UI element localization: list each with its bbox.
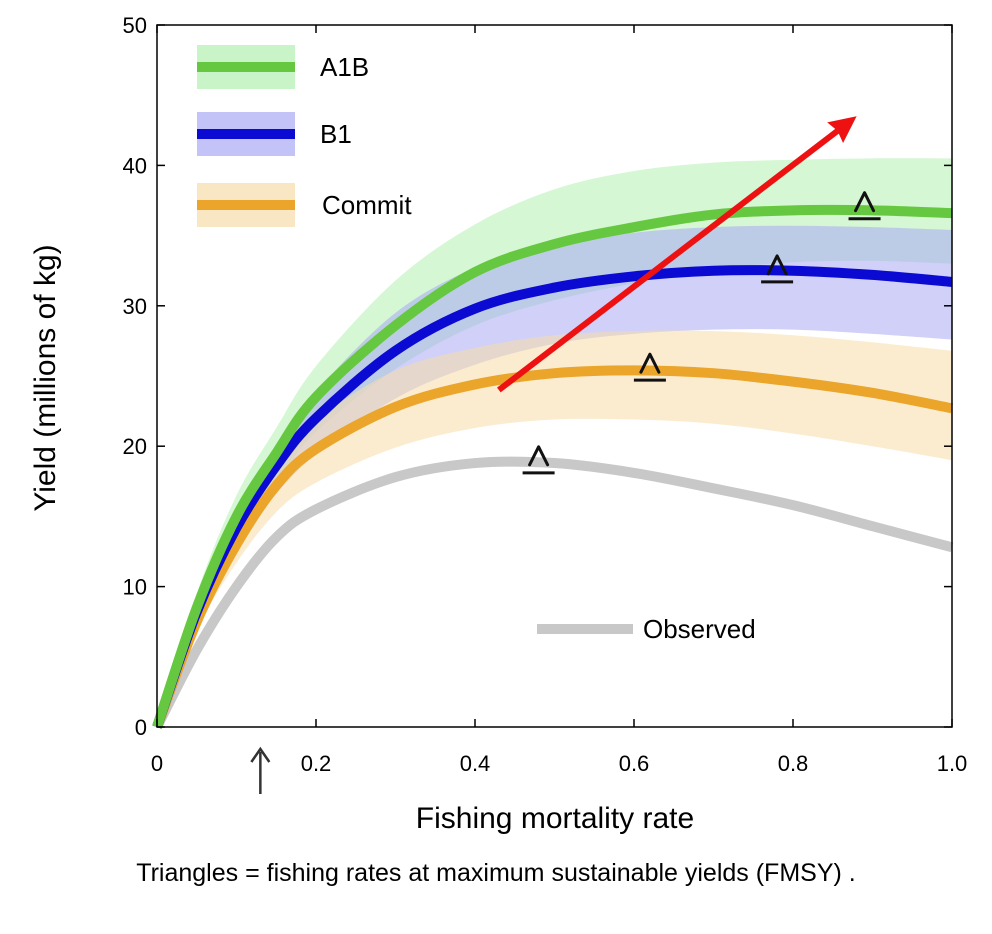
- chart-canvas: 0 0.2 0.4 0.6 0.8 1.0 0 10 20 30 40 50 A1B B1 Commit O…: [0, 0, 992, 850]
- current-rate-arrow: [251, 749, 269, 794]
- legend-entry-b1: B1: [197, 112, 352, 156]
- x-tick-label: 0.4: [460, 751, 491, 776]
- x-tick-label: 0.6: [619, 751, 650, 776]
- y-tick-label: 0: [135, 715, 147, 740]
- y-axis-title: Yield (millions of kg): [29, 244, 62, 511]
- x-axis-title: Fishing mortality rate: [416, 802, 694, 835]
- x-tick-label: 0.2: [301, 751, 332, 776]
- legend-entry-a1b: A1B: [197, 45, 369, 89]
- y-tick-label: 20: [123, 434, 147, 459]
- legend-entry-observed: Observed: [537, 614, 756, 644]
- x-tick-label: 0: [151, 751, 163, 776]
- x-tick-label: 1.0: [937, 751, 968, 776]
- legend-label: A1B: [320, 52, 369, 82]
- figure-caption: Triangles = fishing rates at maximum sus…: [96, 854, 896, 892]
- legend-label: Observed: [643, 614, 756, 644]
- x-tick-label: 0.8: [778, 751, 809, 776]
- y-tick-label: 30: [123, 294, 147, 319]
- legend-label: Commit: [322, 190, 412, 220]
- legend-entry-commit: Commit: [197, 183, 412, 227]
- legend-label: B1: [320, 119, 352, 149]
- y-tick-label: 10: [123, 575, 147, 600]
- y-tick-label: 40: [123, 153, 147, 178]
- y-tick-label: 50: [123, 13, 147, 38]
